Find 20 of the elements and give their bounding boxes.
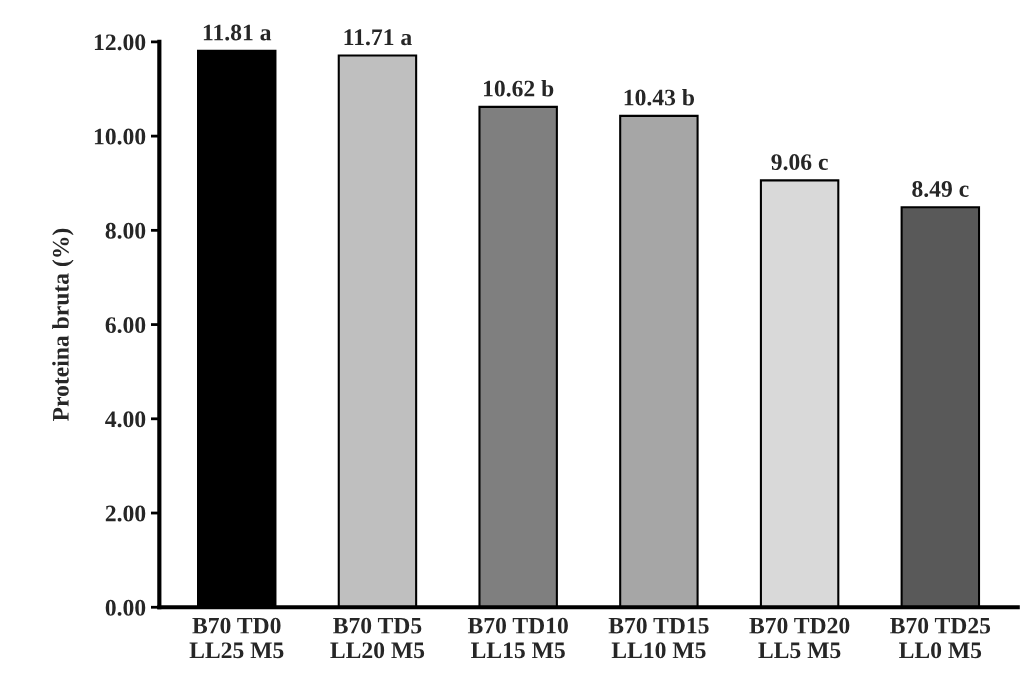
y-axis-title: Proteina bruta (%) [52, 228, 74, 422]
y-tick-label: 12.00 [94, 34, 146, 51]
y-tick-label: 6.00 [105, 317, 146, 334]
data-label: 10.43 b [624, 88, 695, 106]
y-tick-label: 8.00 [105, 222, 146, 239]
y-tick-label: 4.00 [105, 411, 146, 428]
y-tick-label: 0.00 [105, 599, 146, 616]
data-label: 8.49 c [912, 180, 969, 198]
y-tick-label: 10.00 [94, 128, 146, 145]
data-label: 9.06 c [771, 154, 828, 171]
x-tick-label: B70 TD10 LL15 M5 [467, 617, 568, 659]
x-tick-label: B70 TD25 LL0 M5 [890, 617, 991, 659]
data-label: 11.81 a [203, 24, 272, 41]
x-tick-label: B70 TD0 LL25 M5 [189, 617, 284, 659]
y-tick-label: 2.00 [105, 505, 146, 522]
data-label: 11.71 a [344, 29, 412, 46]
x-tick-label: B70 TD15 LL10 M5 [608, 617, 709, 659]
x-tick-label: B70 TD5 LL20 M5 [330, 617, 425, 659]
data-label: 10.62 b [483, 79, 554, 97]
x-tick-label: B70 TD20 LL5 M5 [749, 617, 850, 659]
